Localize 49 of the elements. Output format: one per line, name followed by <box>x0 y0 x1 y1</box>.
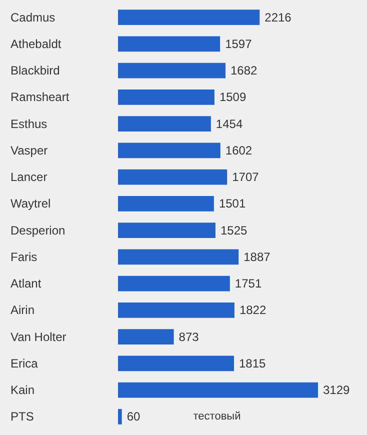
bar <box>118 302 234 318</box>
bar <box>118 222 216 238</box>
data-label: 873 <box>178 330 200 344</box>
data-label: 1602 <box>225 143 252 158</box>
bar <box>118 196 214 212</box>
data-label: 60 <box>126 410 141 424</box>
data-label: 1815 <box>239 356 266 370</box>
y-tick-label: Van Holter <box>10 330 66 344</box>
y-tick-label: Waytrel <box>10 196 51 211</box>
data-label: 3129 <box>323 383 350 398</box>
y-tick-label: Lancer <box>10 170 48 184</box>
y-tick-label: Athebaldt <box>10 36 62 51</box>
data-label: 1597 <box>225 36 252 51</box>
bar <box>118 382 318 398</box>
data-label: 1707 <box>232 170 260 184</box>
bar <box>118 142 220 158</box>
bar <box>118 276 230 292</box>
y-tick-label: Faris <box>10 250 38 264</box>
y-tick-label: Cadmus <box>10 10 56 24</box>
y-tick-label: Ramsheart <box>10 90 70 104</box>
data-label: 2216 <box>264 10 292 24</box>
data-label: 1509 <box>219 90 246 104</box>
data-label: 1501 <box>218 196 246 211</box>
y-tick-label: Atlant <box>10 276 42 291</box>
bar <box>118 329 174 345</box>
y-tick-label: Airin <box>10 303 35 318</box>
annotation: тестовый <box>193 410 241 423</box>
bar <box>118 116 211 132</box>
bar <box>118 356 234 372</box>
bar <box>118 10 260 26</box>
data-label: 1751 <box>234 276 262 291</box>
bar <box>118 408 122 424</box>
data-label: 1822 <box>239 303 266 318</box>
data-label: 1682 <box>230 64 258 78</box>
y-tick-label: Desperion <box>10 223 66 238</box>
bar <box>118 169 228 185</box>
bar <box>118 249 239 265</box>
y-tick-label: Vasper <box>10 143 48 158</box>
data-label: 1525 <box>220 223 248 238</box>
data-label: 1887 <box>244 250 271 264</box>
bar <box>118 62 226 78</box>
bar <box>118 89 214 105</box>
y-tick-label: Erica <box>10 356 38 370</box>
y-tick-label: PTS <box>10 410 34 424</box>
data-label: 1454 <box>216 116 243 131</box>
bar <box>118 36 220 52</box>
y-tick-label: Kain <box>10 383 35 398</box>
y-tick-label: Esthus <box>10 116 48 131</box>
y-tick-label: Blackbird <box>10 64 60 78</box>
